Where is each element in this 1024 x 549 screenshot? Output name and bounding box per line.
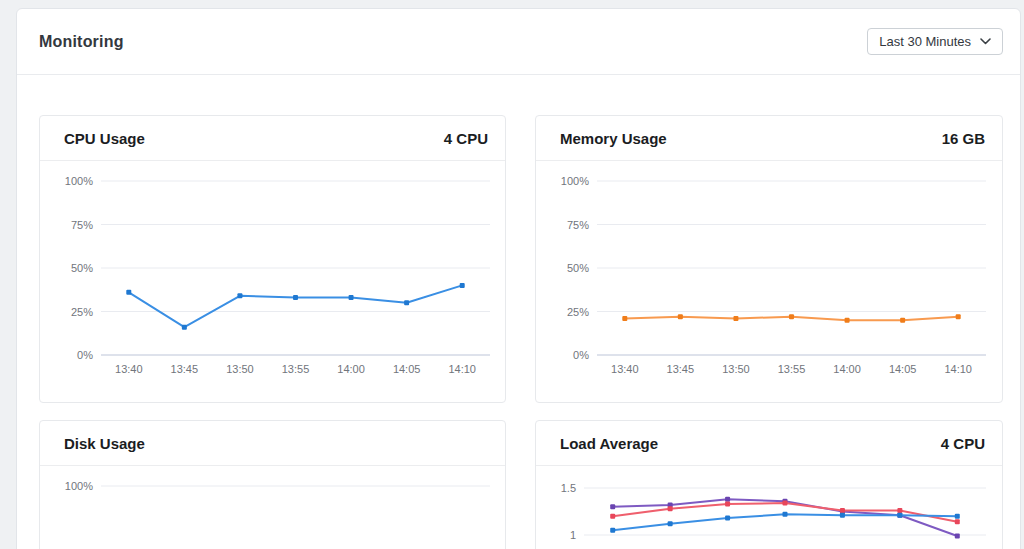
load-average-chart: 1.51 (536, 466, 1001, 549)
page-header: Monitoring Last 30 Minutes (17, 9, 1020, 75)
load-card-header: Load Average 4 CPU (536, 421, 1002, 466)
time-range-selected-label: Last 30 Minutes (879, 34, 971, 49)
svg-text:75%: 75% (71, 219, 93, 231)
load-card-title: Load Average (560, 435, 658, 452)
metric-card-load: Load Average 4 CPU 1.51 (535, 420, 1003, 549)
cpu-usage-chart: 100% 75% 50% 25% 0% 13:40 13:45 13:50 13:55 14:00… (40, 161, 505, 402)
svg-text:50%: 50% (71, 262, 93, 274)
memory-capacity-label: 16 GB (942, 130, 985, 147)
disk-card-header: Disk Usage (40, 421, 505, 466)
svg-text:0%: 0% (573, 349, 589, 361)
svg-text:100%: 100% (65, 480, 93, 492)
metric-card-cpu: CPU Usage 4 CPU 100% 75% 50% 25% 0% 13:40 13:4… (39, 115, 506, 403)
svg-text:1: 1 (570, 529, 576, 541)
svg-text:13:55: 13:55 (778, 363, 806, 375)
memory-usage-chart: 100% 75% 50% 25% 0% 13:40 13:45 13:50 13:55 14:00… (536, 161, 1001, 402)
svg-text:14:00: 14:00 (833, 363, 861, 375)
disk-usage-chart: 100% (40, 466, 505, 549)
svg-text:14:00: 14:00 (337, 363, 365, 375)
svg-text:13:50: 13:50 (722, 363, 750, 375)
svg-text:75%: 75% (567, 219, 589, 231)
cpu-card-title: CPU Usage (64, 130, 145, 147)
svg-text:14:05: 14:05 (889, 363, 917, 375)
cpu-card-header: CPU Usage 4 CPU (40, 116, 505, 161)
svg-text:25%: 25% (71, 306, 93, 318)
page-title: Monitoring (39, 33, 124, 51)
svg-text:14:10: 14:10 (448, 363, 476, 375)
memory-card-title: Memory Usage (560, 130, 667, 147)
time-range-select[interactable]: Last 30 Minutes (867, 28, 1003, 55)
svg-text:13:40: 13:40 (611, 363, 639, 375)
svg-text:100%: 100% (561, 175, 589, 187)
svg-text:13:50: 13:50 (226, 363, 254, 375)
page-background: { "header": { "title": "Monitoring", "ti… (0, 0, 1024, 549)
svg-text:13:40: 13:40 (115, 363, 143, 375)
svg-text:50%: 50% (567, 262, 589, 274)
metric-card-disk: Disk Usage 100% (39, 420, 506, 549)
chevron-down-icon (980, 38, 991, 45)
memory-card-header: Memory Usage 16 GB (536, 116, 1002, 161)
svg-text:1.5: 1.5 (561, 482, 576, 494)
disk-card-title: Disk Usage (64, 435, 145, 452)
svg-text:0%: 0% (77, 349, 93, 361)
svg-text:13:45: 13:45 (171, 363, 199, 375)
svg-text:14:05: 14:05 (393, 363, 421, 375)
svg-text:13:45: 13:45 (667, 363, 695, 375)
svg-text:25%: 25% (567, 306, 589, 318)
svg-text:13:55: 13:55 (282, 363, 310, 375)
cpu-capacity-label: 4 CPU (444, 130, 488, 147)
svg-text:100%: 100% (65, 175, 93, 187)
load-capacity-label: 4 CPU (941, 435, 985, 452)
main-panel: Monitoring Last 30 Minutes CPU Usage 4 C… (16, 8, 1021, 549)
monitoring-grid: CPU Usage 4 CPU 100% 75% 50% 25% 0% 13:40 13:4… (17, 115, 1020, 549)
metric-card-memory: Memory Usage 16 GB 100%75%50%25%0%13:401… (535, 115, 1003, 403)
svg-text:14:10: 14:10 (944, 363, 972, 375)
